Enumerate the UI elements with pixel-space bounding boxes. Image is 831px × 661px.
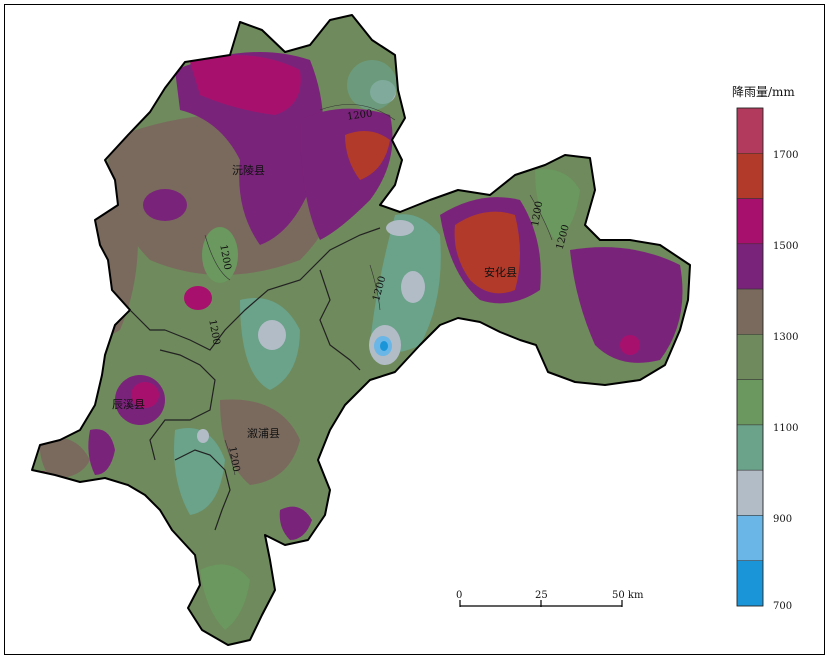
- legend-swatch: [736, 288, 764, 335]
- scale-label-0: 0: [456, 590, 462, 601]
- county-label-anhua: 安化县: [484, 265, 517, 279]
- legend-swatch: [736, 107, 764, 154]
- zone-north-magenta: [190, 55, 301, 115]
- zone-anhua-red: [454, 211, 520, 294]
- zone-xupu-brown: [220, 399, 300, 485]
- contour-line: [369, 264, 381, 311]
- legend-frame: [736, 107, 764, 607]
- zone-ne-red: [345, 131, 390, 180]
- zone-south-green: [200, 564, 250, 630]
- legend-ticks: 1700 1500 1300 1100 900 700: [773, 150, 798, 612]
- legend-tick-label: 1700: [773, 150, 798, 161]
- zone-east-purple: [570, 247, 683, 363]
- county-label-xupu: 溆浦县: [247, 426, 280, 440]
- contour-line: [529, 194, 553, 241]
- contour-lines: [204, 104, 553, 476]
- legend-swatch: [736, 334, 764, 380]
- zone-ne-teal: [347, 60, 397, 110]
- contour-label: 1200: [530, 200, 545, 227]
- zone-east-magenta: [620, 335, 640, 355]
- contour-line: [319, 104, 396, 121]
- county-label-yuanling: 沅陵县: [232, 164, 265, 177]
- contour-label: 1200: [226, 446, 241, 473]
- zone-xupu-light: [258, 320, 286, 350]
- zone-sw2-purple: [88, 429, 115, 475]
- zone-central-light: [401, 271, 425, 303]
- zone-mid-magenta: [184, 286, 212, 310]
- contour-line: [204, 234, 231, 281]
- legend-swatch: [736, 198, 764, 245]
- zone-far-west-brown: [39, 437, 90, 479]
- region-outline: [31, 14, 691, 646]
- legend-swatch: [736, 153, 764, 199]
- legend-tick-label: 1100: [773, 423, 798, 434]
- county-border-xupu-anhua: [319, 269, 361, 371]
- zone-sw-light: [197, 429, 209, 443]
- contour-label: 1200: [346, 108, 373, 122]
- zone-sink-deep: [380, 341, 388, 351]
- legend-swatch: [736, 560, 764, 607]
- contour-label: 1200: [206, 319, 221, 346]
- legend-tick-label: 1500: [773, 241, 798, 252]
- legend-tick-label: 700: [773, 601, 792, 612]
- legend-title: 降雨量/mm: [732, 85, 795, 99]
- scale-label-25: 25: [535, 590, 548, 601]
- legend-tick-label: 1300: [773, 332, 798, 343]
- county-border-chenxi: [129, 309, 216, 461]
- legend-swatch: [736, 515, 764, 561]
- zone-chenxi-magenta: [131, 382, 159, 408]
- legend: 降雨量/mm 1700 1500 1300 1100 900 700: [732, 85, 798, 612]
- map-frame: [4, 4, 825, 655]
- county-border-south: [174, 449, 231, 531]
- legend-swatches: [736, 107, 764, 607]
- zone-sw-teal: [174, 428, 225, 515]
- contour-label: 1200: [217, 244, 232, 271]
- county-border-yuanling-xupu: [164, 227, 381, 351]
- scale-label-50: 50 km: [612, 590, 644, 601]
- scale-bar: 0 25 50 km: [456, 590, 644, 607]
- zone-west-purple: [143, 189, 187, 221]
- contour-value-labels: 1200 1200 1200 1200 1200 1200 1200: [206, 108, 572, 472]
- legend-swatch: [736, 469, 764, 516]
- county-label-chenxi: 辰溪县: [112, 398, 145, 411]
- legend-swatch: [736, 424, 764, 471]
- county-labels: 沅陵县 安化县 辰溪县 溆浦县: [112, 164, 517, 440]
- legend-tick-label: 900: [773, 514, 792, 525]
- zone-north-light: [386, 220, 414, 236]
- legend-swatch: [736, 379, 764, 426]
- zone-1200-green: [202, 227, 238, 283]
- zone-anhua-north-green: [535, 169, 580, 240]
- legend-swatch: [736, 243, 764, 290]
- contour-line: [224, 439, 236, 476]
- zone-south-purple: [279, 506, 312, 540]
